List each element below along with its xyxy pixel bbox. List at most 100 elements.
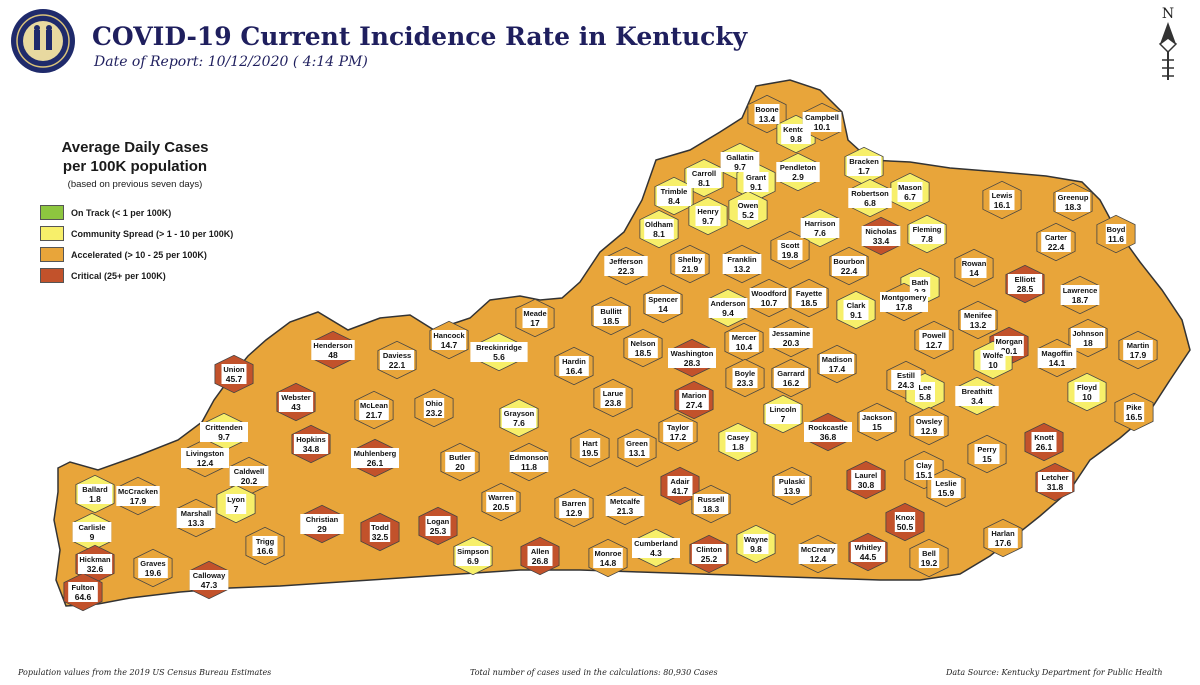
county-name: Boone bbox=[755, 105, 778, 114]
county-name: Washington bbox=[671, 349, 714, 358]
county-label-background bbox=[800, 218, 840, 238]
county-label-background bbox=[181, 448, 229, 468]
county-name: Calloway bbox=[193, 571, 226, 580]
county-value: 15 bbox=[982, 454, 992, 464]
county-value: 45.7 bbox=[226, 374, 243, 384]
county-label-background bbox=[729, 332, 759, 352]
county-label-background bbox=[431, 330, 467, 350]
county-name: Martin bbox=[1127, 341, 1150, 350]
county-label-background bbox=[229, 466, 269, 486]
county-label-background bbox=[486, 492, 516, 512]
county-value: 13.9 bbox=[784, 486, 801, 496]
county-name: Hart bbox=[582, 439, 598, 448]
county-name: Powell bbox=[922, 331, 946, 340]
county-value: 16.5 bbox=[1126, 412, 1143, 422]
county-label-background bbox=[522, 308, 548, 328]
county-name: Caldwell bbox=[234, 467, 264, 476]
county-value: 50.5 bbox=[897, 522, 914, 532]
county-value: 9.7 bbox=[702, 216, 714, 226]
county-value: 14 bbox=[969, 268, 979, 278]
county-value: 10 bbox=[1082, 392, 1092, 402]
county-label-background bbox=[675, 254, 705, 274]
county-name: Cumberland bbox=[634, 539, 678, 548]
county-name: Harlan bbox=[991, 529, 1015, 538]
county-label-background bbox=[802, 112, 842, 132]
county-label-background bbox=[501, 408, 537, 428]
county-name: Pendleton bbox=[780, 163, 817, 172]
county-value: 28.5 bbox=[1017, 284, 1034, 294]
county-value: 8.4 bbox=[668, 196, 680, 206]
county-value: 13.3 bbox=[188, 518, 205, 528]
county-value: 22.3 bbox=[618, 266, 635, 276]
county-value: 32.6 bbox=[87, 564, 104, 574]
county-value: 28.3 bbox=[684, 358, 701, 368]
county-name: Perry bbox=[977, 445, 997, 454]
county-value: 18.3 bbox=[1065, 202, 1082, 212]
county-value: 34.8 bbox=[303, 444, 320, 454]
county-label-background bbox=[425, 516, 451, 536]
county-label-background bbox=[645, 294, 681, 314]
county-label-background bbox=[980, 350, 1006, 370]
county-value: 18.5 bbox=[603, 316, 620, 326]
county-value: 8.1 bbox=[653, 229, 665, 239]
county-value: 12.7 bbox=[926, 340, 943, 350]
county-label-background bbox=[880, 292, 928, 312]
county-label-background bbox=[359, 400, 389, 420]
county-label-background bbox=[989, 190, 1015, 210]
county-value: 16.4 bbox=[566, 366, 583, 376]
county-name: Breckinridge bbox=[476, 343, 522, 352]
county-value: 23.2 bbox=[426, 408, 443, 418]
county-name: Whitley bbox=[855, 543, 882, 552]
county-label-background bbox=[579, 438, 601, 458]
county-name: Boyle bbox=[735, 369, 755, 378]
county-value: 64.6 bbox=[75, 592, 92, 602]
county-value: 26.8 bbox=[532, 556, 549, 566]
county-value: 17.6 bbox=[995, 538, 1012, 548]
county-label-background bbox=[351, 448, 399, 468]
county-value: 13.2 bbox=[970, 320, 987, 330]
north-arrow-icon: N bbox=[1158, 6, 1178, 80]
county-value: 17.4 bbox=[829, 364, 846, 374]
county-name: Johnson bbox=[1072, 329, 1104, 338]
county-value: 15.9 bbox=[938, 488, 955, 498]
county-name: Leslie bbox=[935, 479, 956, 488]
county-name: Clinton bbox=[696, 545, 722, 554]
county-value: 25.2 bbox=[701, 554, 718, 564]
county-name: Bracken bbox=[849, 157, 879, 166]
county-value: 9.1 bbox=[750, 182, 762, 192]
county-value: 22.4 bbox=[1048, 242, 1065, 252]
county-value: 48 bbox=[328, 350, 338, 360]
county-label-background bbox=[686, 168, 722, 188]
county-label-background bbox=[656, 186, 692, 206]
county-name: Graves bbox=[140, 559, 165, 568]
county-value: 15.1 bbox=[916, 470, 933, 480]
county-name: Edmonson bbox=[510, 453, 549, 462]
county-label-background bbox=[225, 494, 247, 514]
county-name: Kenton bbox=[783, 125, 809, 134]
county-value: 20.3 bbox=[783, 338, 800, 348]
county-label-background bbox=[931, 478, 961, 498]
county-label-background bbox=[743, 534, 769, 554]
county-name: Lyon bbox=[227, 495, 245, 504]
county-name: Clark bbox=[847, 301, 867, 310]
county-name: Grayson bbox=[504, 409, 535, 418]
